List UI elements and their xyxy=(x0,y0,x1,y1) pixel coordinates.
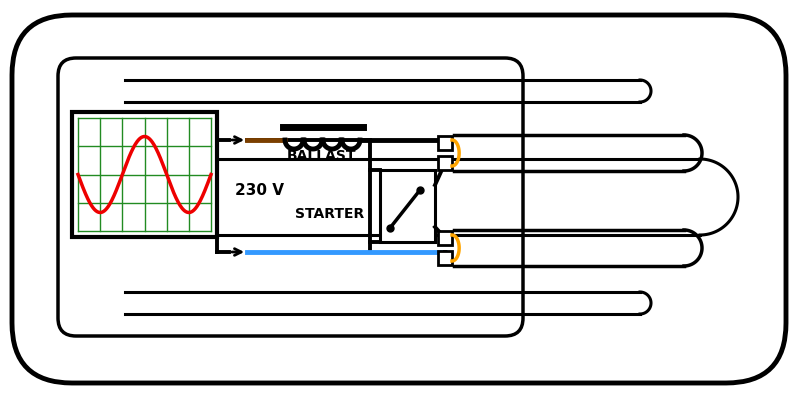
Bar xyxy=(438,136,452,150)
Bar xyxy=(438,251,452,265)
Bar xyxy=(438,231,452,245)
FancyBboxPatch shape xyxy=(58,58,523,336)
FancyBboxPatch shape xyxy=(12,15,786,383)
Text: BALLAST: BALLAST xyxy=(287,149,357,163)
Text: 230 V: 230 V xyxy=(235,183,284,198)
Text: STARTER: STARTER xyxy=(295,207,364,221)
Bar xyxy=(380,170,435,242)
Bar xyxy=(438,156,452,170)
FancyBboxPatch shape xyxy=(72,112,217,237)
